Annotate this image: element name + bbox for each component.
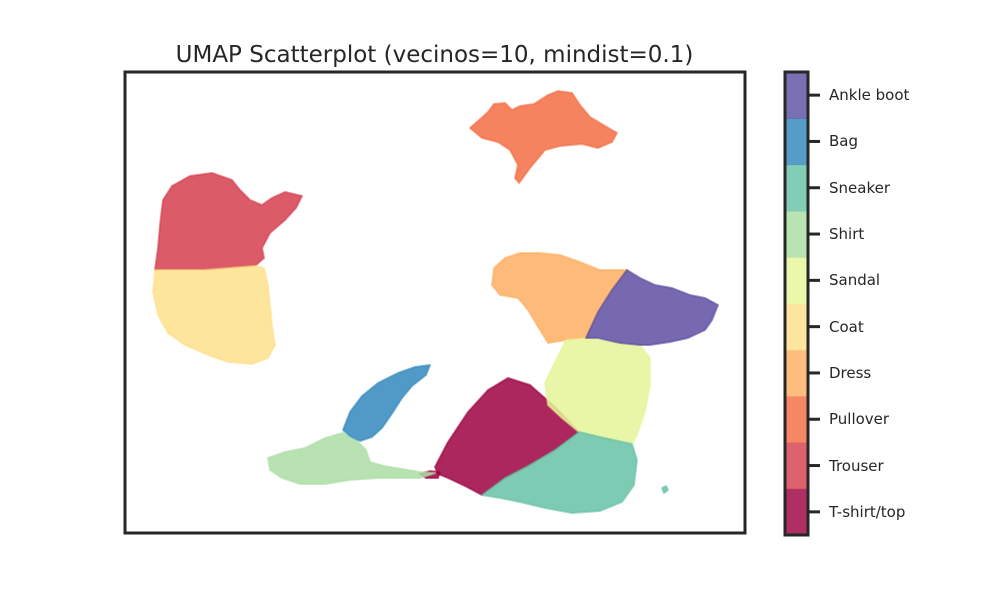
colorbar-label: Dress [829,363,872,382]
cluster-pullover [469,90,618,184]
colorbar-band [785,118,808,166]
cluster-layer [152,90,719,514]
cluster-coat [152,265,276,365]
cluster-sneaker [661,485,669,494]
colorbar-band [785,488,808,536]
colorbar-label: T-shirt/top [829,502,906,521]
colorbar-band [785,257,808,304]
colorbar-bands [785,72,808,536]
cluster-sneaker [481,431,638,514]
colorbar-label: Pullover [829,410,890,429]
colorbar-label: Bag [829,132,859,151]
colorbar-band [785,210,808,258]
colorbar-band [785,72,808,119]
cluster-sandal [544,337,651,445]
colorbar-label: Sneaker [829,178,890,197]
colorbar-frame [783,70,810,537]
cluster-bag [342,364,431,442]
colorbar-band [785,349,808,397]
cluster-ankle-boot [585,269,719,346]
colorbar-label: Trouser [829,456,884,475]
chart-title: UMAP Scatterplot (vecinos=10, mindist=0.… [175,42,694,68]
colorbar-label: Shirt [829,225,865,244]
colorbar-band [785,396,808,443]
colorbar-ticks [808,93,820,514]
colorbar-band [785,303,808,351]
colorbar-label: Coat [829,317,864,336]
colorbar-label: Sandal [829,271,881,290]
plot-frame [123,70,747,535]
colorbar-band [785,442,808,490]
colorbar-band [785,164,808,212]
cluster-shirt [267,432,436,485]
colorbar-label: Ankle boot [829,86,910,105]
